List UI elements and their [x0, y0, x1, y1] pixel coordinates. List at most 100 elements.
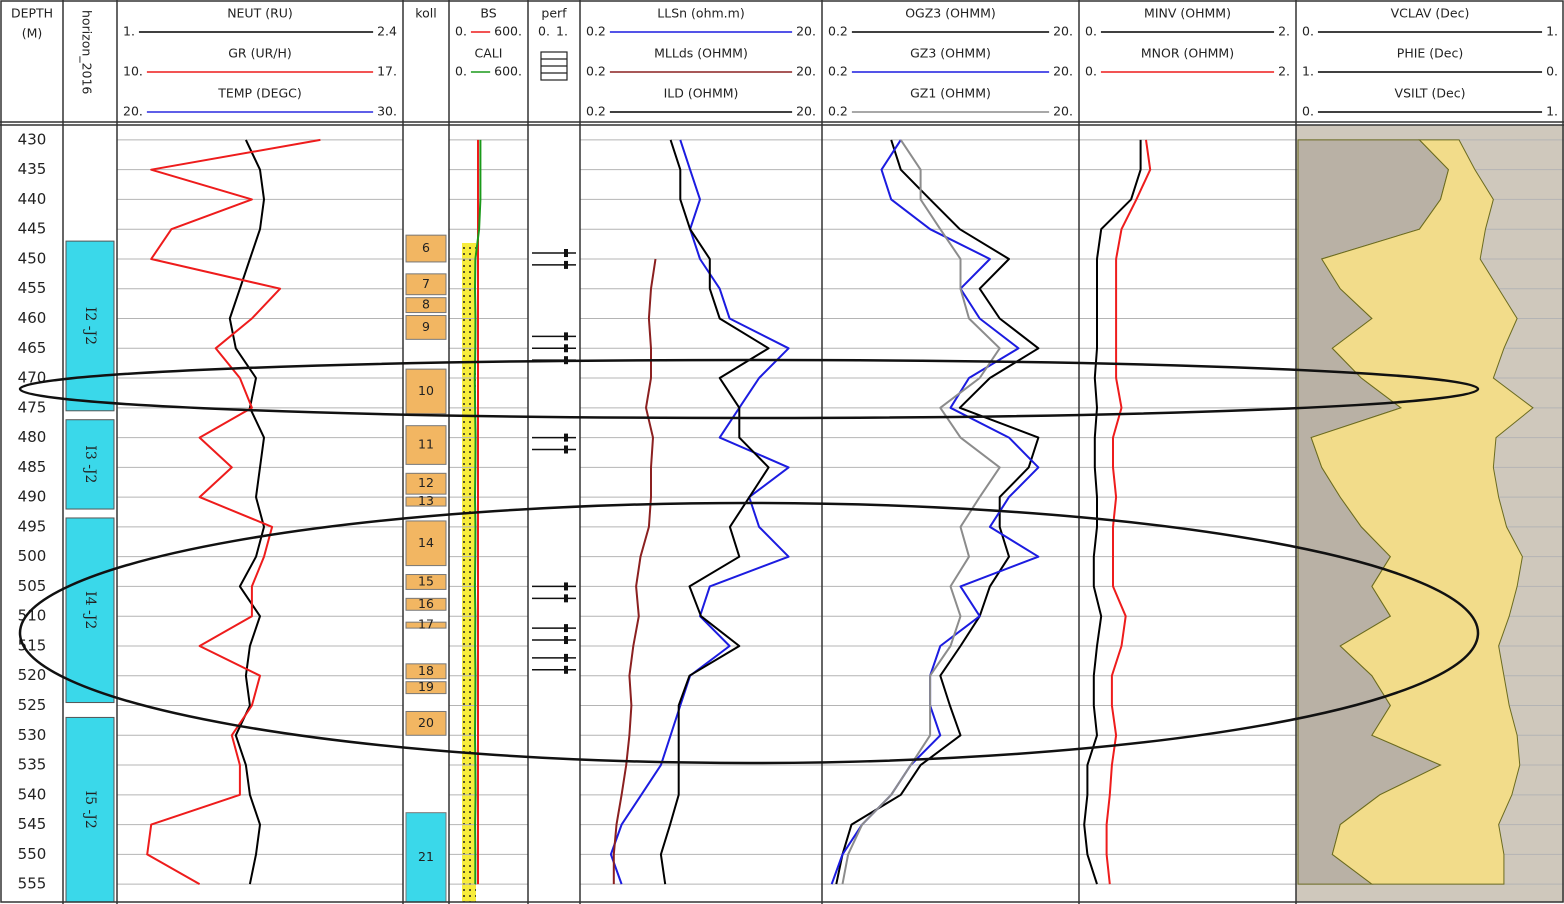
depth-tick-label: 520	[18, 666, 47, 684]
scale-label: 0.2	[828, 24, 848, 39]
interval-label: 8	[422, 297, 430, 312]
scale-label: 600.	[494, 24, 522, 39]
interval	[405, 425, 447, 465]
scale-label: 10.	[123, 64, 143, 79]
scale-label: 0.2	[586, 104, 606, 119]
scale-label: 1.	[123, 24, 135, 39]
interval	[405, 574, 447, 590]
scale-label: 0.	[1085, 24, 1097, 39]
curve	[1105, 139, 1152, 885]
curve-name: GZ1 (OHMM)	[910, 86, 991, 101]
scale-label: 30.	[377, 104, 397, 119]
scale-label: 20.	[796, 24, 816, 39]
depth-tick-label: 530	[18, 726, 47, 744]
curve	[1083, 139, 1142, 885]
curve	[609, 139, 790, 885]
perforations-title: perf	[541, 6, 567, 21]
scale-label: 1.	[1302, 64, 1314, 79]
curve-name: MLLds (OHMM)	[654, 46, 748, 61]
zone	[65, 419, 115, 510]
interval	[405, 710, 447, 736]
interval	[405, 597, 447, 611]
curve-name: OGZ3 (OHMM)	[905, 6, 996, 21]
depth-tick-label: 475	[18, 398, 47, 416]
zone-label: I4 -J2	[82, 591, 98, 629]
interval	[405, 315, 447, 340]
curve-name: ILD (OHMM)	[664, 86, 739, 101]
zone-label: I3 -J2	[82, 445, 98, 483]
curve	[228, 139, 265, 885]
curve-name: PHIE (Dec)	[1397, 46, 1463, 61]
curve-name: VSILT (Dec)	[1395, 86, 1466, 101]
scale-label: 20.	[796, 64, 816, 79]
curve	[659, 139, 770, 885]
scale-label: 20.	[796, 104, 816, 119]
interval-label: 20	[418, 715, 434, 730]
zones-title: horizon_2016	[80, 10, 95, 94]
curve	[146, 138, 321, 885]
interval	[405, 234, 447, 263]
curve-name: CALI	[475, 46, 503, 61]
curve-name: MINV (OHMM)	[1144, 6, 1231, 21]
zone	[65, 517, 115, 704]
depth-tick-label: 535	[18, 756, 47, 774]
scale-label: 0.	[1302, 24, 1314, 39]
perforation-tick	[564, 433, 568, 442]
curve-name: MNOR (OHMM)	[1141, 46, 1234, 61]
interval	[405, 472, 447, 495]
plot-area: 4304354404454504554604654704754804854904…	[18, 6, 1564, 903]
interval-label: 10	[418, 383, 434, 398]
scale-label: 0.2	[828, 64, 848, 79]
interval	[405, 520, 447, 567]
depth-tick-label: 505	[18, 577, 47, 595]
scale-label: 0.	[1085, 64, 1097, 79]
scale-label: 0.	[1546, 64, 1558, 79]
depth-tick-label: 460	[18, 309, 47, 327]
depth-tick-label: 550	[18, 845, 47, 863]
perforation-tick	[564, 344, 568, 353]
curve-name: NEUT (RU)	[227, 6, 293, 21]
scale-label: 20.	[1053, 104, 1073, 119]
curve-name: LLSn (ohm.m)	[657, 6, 744, 21]
interval-label: 17	[418, 617, 434, 632]
zone-label: I5 -J2	[82, 791, 98, 829]
interval	[405, 273, 447, 296]
interval	[405, 621, 447, 629]
perforation-tick	[564, 653, 568, 662]
scale-label: 0.2	[586, 24, 606, 39]
area	[1310, 139, 1534, 885]
perf-scale-label: 1.	[556, 24, 568, 39]
perf-icon	[540, 51, 568, 81]
depth-tick-label: 450	[18, 249, 47, 267]
scale-label: 20.	[123, 104, 143, 119]
interval	[405, 663, 447, 680]
interval	[405, 681, 447, 695]
curve-name: BS	[480, 6, 496, 21]
scale-label: 0.2	[828, 104, 848, 119]
scale-label: 17.	[377, 64, 397, 79]
interval-label: 16	[418, 596, 434, 611]
interval-label: 19	[418, 679, 434, 694]
perforation-tick	[564, 249, 568, 258]
scale-label: 20.	[1053, 24, 1073, 39]
scale-label: 0.	[455, 24, 467, 39]
perf-scale-label: 0.	[538, 24, 550, 39]
depth-tick-label: 445	[18, 220, 47, 238]
intervals-title: koll	[415, 6, 436, 21]
perforation-tick	[564, 445, 568, 454]
perforation-tick	[564, 594, 568, 603]
perforation-tick	[564, 260, 568, 269]
scale-label: 600.	[494, 64, 522, 79]
scale-label: 20.	[1053, 64, 1073, 79]
scale-label: 1.	[1546, 104, 1558, 119]
interval-label: 14	[418, 535, 434, 550]
depth-tick-label: 435	[18, 160, 47, 178]
depth-tick-label: 555	[18, 875, 47, 893]
interval-label: 12	[418, 475, 434, 490]
depth-tick-label: 485	[18, 458, 47, 476]
depth-tick-label: 525	[18, 696, 47, 714]
interval-label: 15	[418, 573, 434, 588]
depth-tick-label: 540	[18, 785, 47, 803]
interval-label: 7	[422, 276, 430, 291]
perforation-tick	[564, 624, 568, 633]
